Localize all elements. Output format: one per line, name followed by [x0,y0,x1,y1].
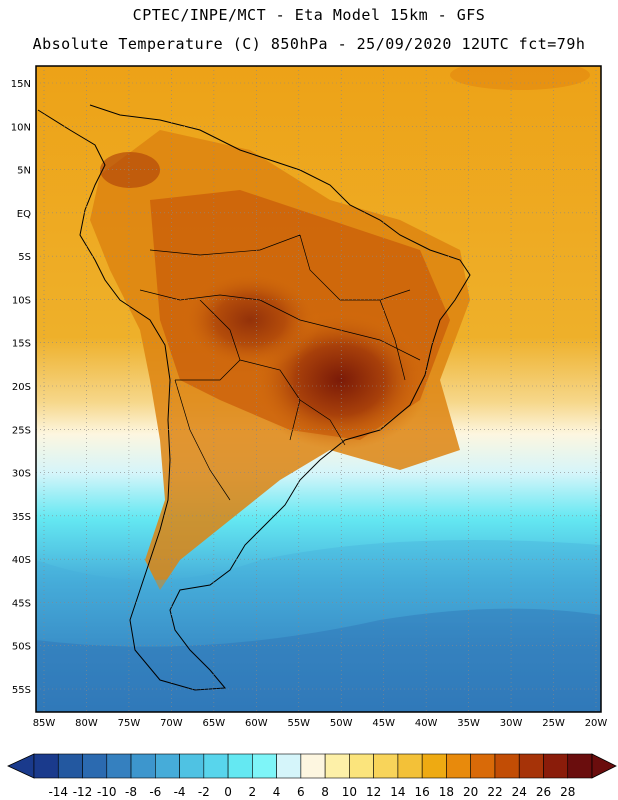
lon-label: 45W [372,718,395,729]
lat-label: 35S [12,512,31,523]
colorbar-swatch [494,753,520,779]
lon-label: 50W [330,718,353,729]
colorbar-swatch [567,753,593,779]
lon-label: 60W [245,718,268,729]
colorbar: -14 -12 -10 -8 -6 -4 -2 0 2 4 6 8 10 12 14 16 18 20 22 24 26… [7,753,617,799]
lat-label: EQ [17,209,31,220]
latitude-labels: 15N 10N 5N EQ 5S 10S 15S 20S 25S 30S 35S 40S 45S 50S 5… [11,79,31,696]
lon-label: 35W [457,718,480,729]
lat-label: 15N [11,79,31,90]
lat-label: 5N [17,166,31,177]
colorbar-label: 16 [415,785,430,799]
colorbar-swatch [33,753,59,779]
colorbar-swatch [373,753,399,779]
colorbar-label: 6 [297,785,305,799]
colorbar-label: 8 [321,785,329,799]
colorbar-swatch [179,753,205,779]
title-model: CPTEC/INPE/MCT - Eta Model 15km - GFS [132,6,486,24]
lat-label: 30S [12,469,31,480]
colorbar-min-arrow [7,753,35,779]
colorbar-swatch [421,753,447,779]
colorbar-label: 18 [439,785,454,799]
colorbar-max-arrow [591,753,617,779]
lon-label: 70W [160,718,183,729]
colorbar-label: 28 [560,785,575,799]
colorbar-label: 4 [273,785,281,799]
country-borders [139,234,421,501]
colorbar-label: 0 [224,785,232,799]
colorbar-swatch [518,753,544,779]
colorbar-swatch [300,753,326,779]
lat-label: 5S [18,252,31,263]
lat-label: 10N [11,122,31,133]
colorbar-swatch [227,753,253,779]
colorbar-label: 20 [463,785,478,799]
lon-label: 20W [585,718,608,729]
colorbar-swatch [57,753,83,779]
lon-label: 40W [415,718,438,729]
lon-label: 75W [118,718,141,729]
colorbar-label: -6 [149,785,161,799]
colorbar-swatch [470,753,496,779]
colorbar-swatch [543,753,569,779]
colorbar-label: -8 [125,785,137,799]
colorbar-label: 14 [390,785,405,799]
colorbar-swatch [106,753,132,779]
colorbar-label: -12 [73,785,93,799]
lon-label: 55W [287,718,310,729]
colorbar-label: -2 [198,785,210,799]
temperature-field [36,66,601,712]
colorbar-swatch [397,753,423,779]
colorbar-swatch [82,753,108,779]
lat-label: 40S [12,555,31,566]
coastline [37,104,471,691]
lat-label: 45S [12,598,31,609]
lon-label: 25W [542,718,565,729]
lon-label: 30W [500,718,523,729]
colorbar-swatch [203,753,229,779]
lat-label: 10S [12,295,31,306]
lat-label: 25S [12,425,31,436]
lat-label: 15S [12,339,31,350]
lon-label: 85W [33,718,56,729]
colorbar-swatch [276,753,302,779]
colorbar-label: -10 [97,785,117,799]
colorbar-swatch [155,753,180,779]
colorbar-swatch [349,753,374,779]
lon-label: 65W [203,718,226,729]
colorbar-swatch [252,753,277,779]
colorbar-swatch [324,753,350,779]
colorbar-swatch [446,753,471,779]
colorbar-label: 22 [487,785,502,799]
colorbar-label: -4 [174,785,186,799]
lon-label: 80W [75,718,98,729]
longitude-labels: 85W 80W 75W 70W 65W 60W 55W 50W 45W 40W 35W 30W 25W 2… [33,718,608,729]
colorbar-label: 26 [536,785,551,799]
title-field: Absolute Temperature (C) 850hPa - 25/09/… [32,35,586,53]
colorbar-label: -14 [48,785,68,799]
colorbar-label: 2 [249,785,257,799]
map-frame [35,65,602,713]
colorbar-label: 12 [366,785,381,799]
colorbar-label: 24 [512,785,527,799]
lat-label: 55S [12,685,31,696]
lat-label: 20S [12,382,31,393]
lat-label: 50S [12,642,31,653]
colorbar-swatch [130,753,156,779]
colorbar-label: 10 [342,785,357,799]
